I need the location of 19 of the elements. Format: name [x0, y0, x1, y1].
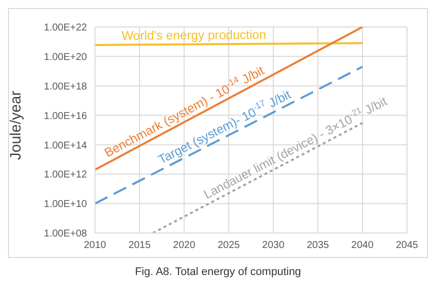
y-tick-label: 1.00E+20: [44, 52, 88, 63]
x-tick-label: 2040: [351, 240, 374, 252]
x-tick-label: 2045: [396, 240, 419, 252]
y-tick-label: 1.00E+12: [44, 170, 88, 181]
x-tick-label: 2030: [262, 240, 285, 252]
x-tick-label: 2010: [84, 240, 107, 252]
x-tick-label: 2025: [218, 240, 240, 252]
x-tick-label: 2020: [173, 240, 196, 252]
y-axis-title: Joule/year: [7, 90, 24, 160]
x-tick-label: 2035: [306, 240, 330, 252]
y-tick-label: 1.00E+08: [44, 228, 88, 240]
y-tick-label: 1.00E+16: [44, 110, 88, 122]
y-tick-label: 1.00E+18: [44, 81, 88, 92]
caption: Fig. A8. Total energy of computing: [134, 266, 302, 278]
y-tick-label: 1.00E+22: [44, 22, 88, 34]
y-tick-label: 1.00E+14: [44, 140, 88, 152]
x-tick-label: 2015: [128, 240, 152, 252]
series-label: World's energy production: [122, 28, 266, 43]
y-tick-label: 1.00E+10: [44, 199, 88, 210]
